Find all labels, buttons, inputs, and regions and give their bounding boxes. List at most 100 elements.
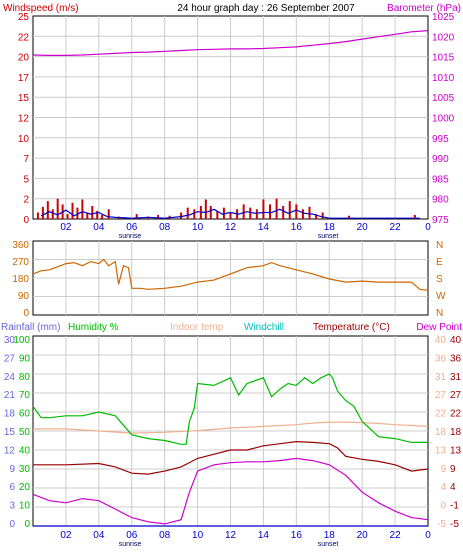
x-tick-label: 14: [258, 530, 270, 541]
indoor-tick-label: 18: [435, 427, 447, 438]
x-tick-label: 12: [225, 530, 237, 541]
panel3-indoor-label: Indoor temp: [170, 322, 224, 333]
barometer-tick-label: 1020: [432, 32, 455, 43]
panel3-grid: [33, 336, 428, 526]
temperature-tick-label: 18: [450, 427, 462, 438]
x-tick-label: 12: [225, 222, 237, 233]
x-tick-label: 20: [357, 530, 369, 541]
x-tick-label: 22: [390, 530, 402, 541]
indoor-tick-label: 36: [435, 353, 447, 364]
direction-tick-label: 90: [18, 291, 30, 302]
x-tick-label: 06: [126, 530, 138, 541]
panel2-grid: [33, 241, 428, 315]
windspeed-tick-label: 2: [23, 195, 29, 206]
windspeed-tick-label: 25: [18, 12, 30, 23]
windspeed-tick-label: 12: [18, 114, 30, 125]
windspeed-tick-label: 0: [23, 215, 29, 226]
rain-tick-label: 18: [4, 409, 16, 420]
indoor-tick-label: 31: [435, 372, 447, 383]
x-tick-label: 20: [357, 222, 369, 233]
temperature-line: [33, 440, 429, 475]
direction-tick-label: 360: [12, 240, 29, 251]
x-tick-label: 10: [192, 222, 204, 233]
indoor-tick-label: 4: [440, 482, 446, 493]
humidity-tick-label: 70: [19, 390, 31, 401]
windspeed-tick-label: 7: [23, 154, 29, 165]
temperature-tick-label: 9: [450, 464, 456, 475]
panel3-dewpoint-label: Dew Point: [416, 322, 462, 333]
indoor-tick-label: 13: [435, 445, 447, 456]
panel1-grid: [33, 16, 428, 219]
indoor-tick-label: 22: [435, 409, 447, 420]
indoor-tick-label: -5: [437, 519, 446, 530]
x-tick-label: 04: [93, 222, 105, 233]
humidity-tick-label: 80: [19, 372, 31, 383]
panel1-x-ticks: 02 04 06 08 10 12 14 16 18 20 22 0: [60, 222, 431, 233]
barometer-tick-label: 1005: [432, 93, 455, 104]
windspeed-tick-label: 17: [18, 73, 30, 84]
temperature-tick-label: 36: [450, 353, 462, 364]
compass-tick-label: W: [436, 291, 446, 302]
indoor-tick-label: 0: [440, 501, 446, 512]
windspeed-tick-label: 22: [18, 32, 30, 43]
compass-tick-label: N: [436, 308, 443, 319]
windspeed-average-line: [40, 208, 420, 219]
temperature-tick-label: 27: [450, 390, 462, 401]
panel1-sunrise-label: sunrise: [119, 233, 142, 240]
x-tick-label: 16: [291, 530, 303, 541]
dew-point-line: [32, 457, 429, 525]
direction-tick-label: 180: [12, 274, 29, 285]
rain-tick-label: 15: [4, 427, 16, 438]
panel1-left-label: Windspeed (m/s): [3, 3, 79, 14]
x-tick-label: 08: [159, 222, 171, 233]
temperature-tick-label: 4: [450, 482, 456, 493]
panel1-barometer-ticks: 975 980 985 990 995 1000 1005 1010 1015 1020 1025: [432, 12, 455, 226]
humidity-line: [32, 373, 428, 445]
panel2-series: [32, 258, 429, 291]
panel3-x-ticks: 02 04 06 08 10 12 14 16 18 20 22 0: [60, 530, 431, 541]
temperature-tick-label: 31: [450, 372, 462, 383]
x-tick-label: 10: [192, 530, 204, 541]
windspeed-tick-label: 15: [18, 93, 30, 104]
panel1-series: [32, 30, 429, 219]
rain-tick-label: 0: [9, 519, 15, 530]
humidity-tick-label: 0: [24, 519, 30, 530]
barometer-tick-label: 980: [432, 195, 449, 206]
panel3-humidity-ticks: 0 10 20 30 40 50 60 70 80 90 100: [13, 335, 30, 530]
indoor-tick-label: 9: [440, 464, 446, 475]
panel3-temperature-ticks: -5 -1 4 9 13 18 22 27 31 36 40: [450, 335, 462, 530]
x-tick-label: 06: [126, 222, 138, 233]
barometer-tick-label: 1000: [432, 114, 455, 125]
x-tick-label: 18: [324, 530, 336, 541]
x-tick-label: 04: [93, 530, 105, 541]
wind-direction-line: [32, 258, 429, 291]
panel1-right-label: Barometer (hPa): [387, 3, 461, 14]
x-tick-label: 02: [60, 530, 72, 541]
x-tick-label: 0: [425, 530, 431, 541]
panel3-humidity-label: Humidity %: [68, 322, 119, 333]
humidity-tick-label: 30: [19, 464, 31, 475]
temperature-tick-label: 40: [450, 335, 462, 346]
x-tick-label: 22: [390, 222, 402, 233]
rain-tick-label: 6: [9, 482, 15, 493]
barometer-tick-label: 990: [432, 154, 449, 165]
x-tick-label: 14: [258, 222, 270, 233]
windspeed-tick-label: 5: [23, 174, 29, 185]
barometer-tick-label: 1010: [432, 73, 455, 84]
temperature-tick-label: -1: [450, 501, 459, 512]
barometer-tick-label: 995: [432, 134, 449, 145]
indoor-tick-label: 40: [435, 335, 447, 346]
barometer-tick-label: 1025: [432, 12, 455, 23]
temperature-tick-label: 22: [450, 409, 462, 420]
humidity-tick-label: 50: [19, 427, 31, 438]
compass-tick-label: S: [436, 274, 443, 285]
barometer-tick-label: 985: [432, 174, 449, 185]
panel3-series: [32, 373, 429, 527]
direction-tick-label: 0: [23, 308, 29, 319]
panel3-indoor-ticks: -5 0 4 9 13 18 22 27 31 36 40: [435, 335, 447, 530]
panel3-temperature-label: Temperature (°C): [313, 322, 390, 333]
panel3-rain-ticks: 0 3 6 9 12 15 18 21 24 27 30: [4, 335, 16, 530]
x-tick-label: 0: [425, 222, 431, 233]
